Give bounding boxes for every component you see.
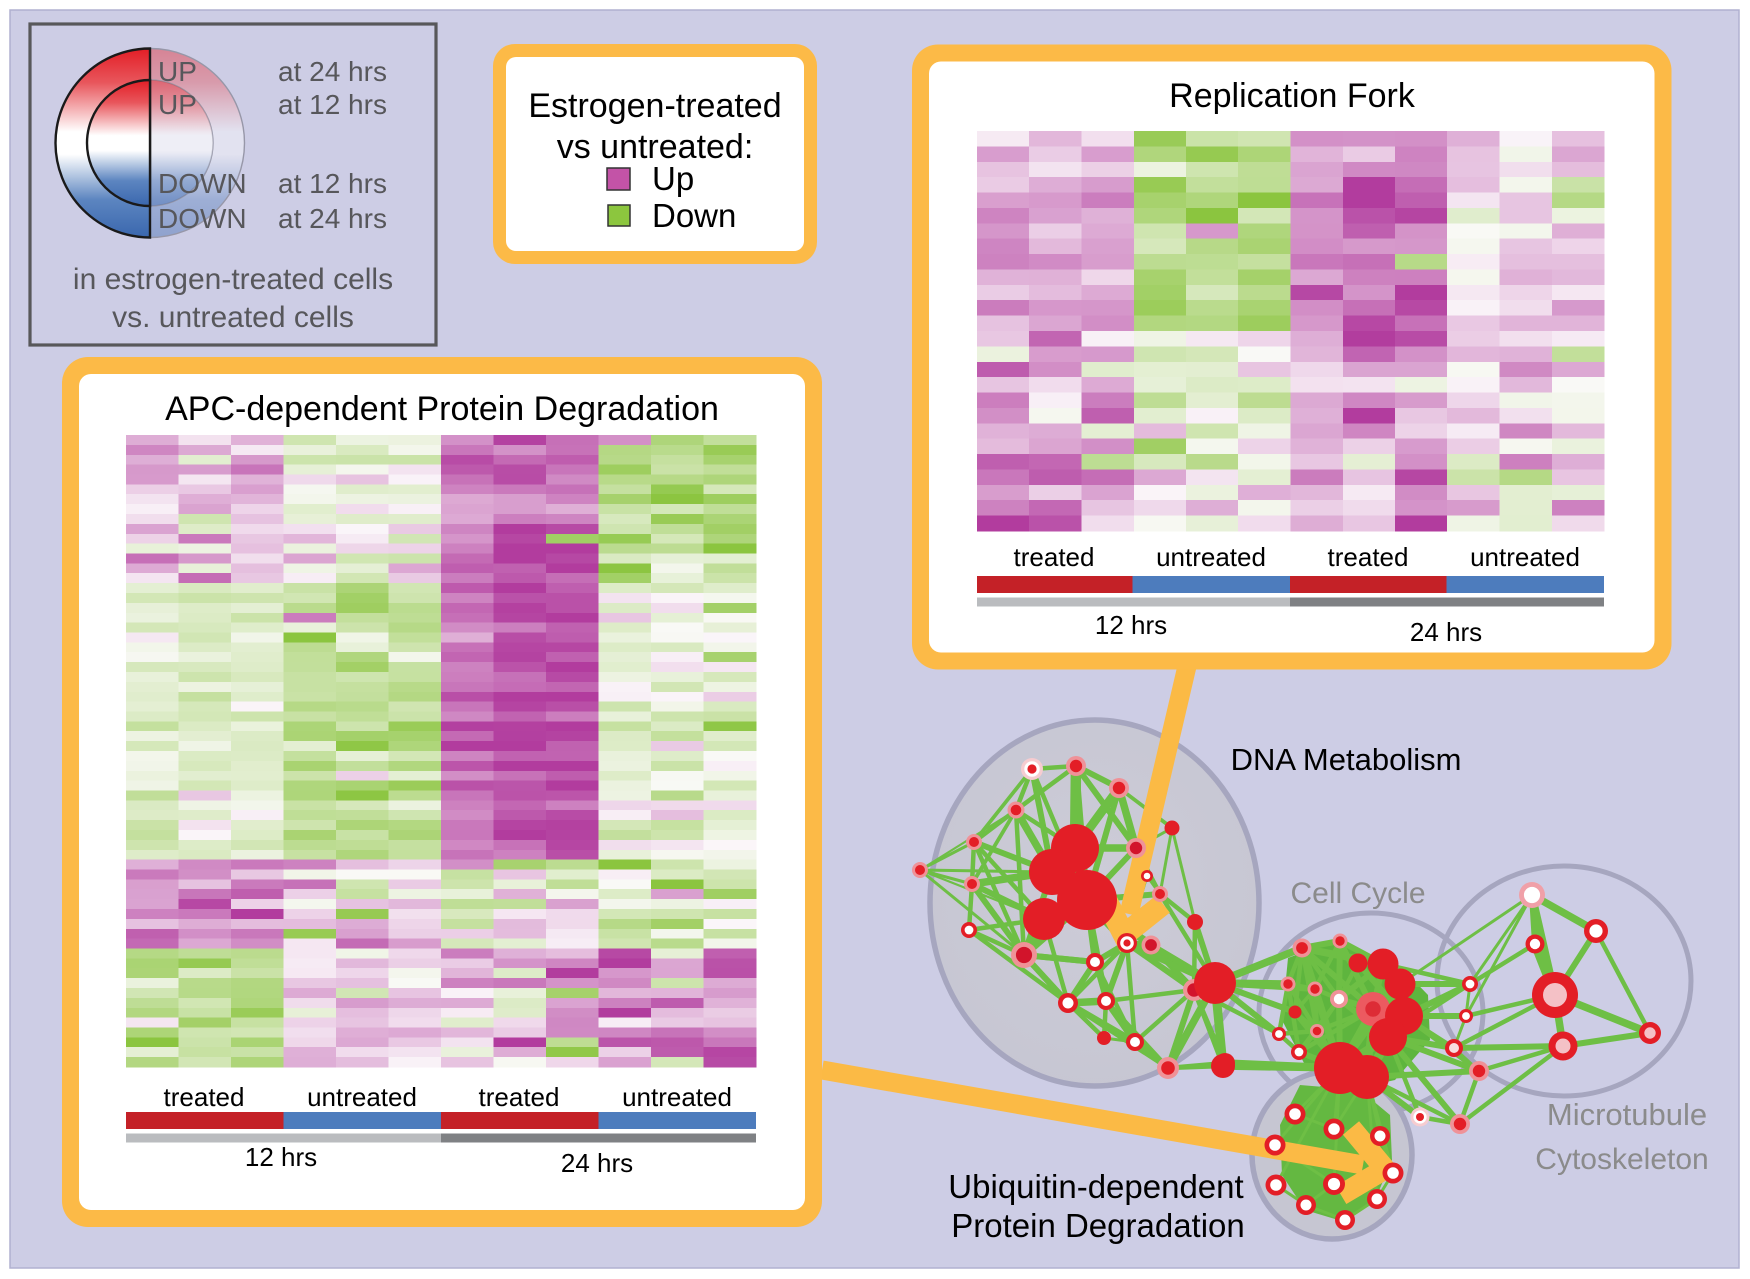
svg-text:untreated: untreated [1470,542,1580,572]
svg-text:Microtubule: Microtubule [1547,1097,1707,1132]
svg-text:Ubiquitin-dependent: Ubiquitin-dependent [948,1168,1243,1205]
svg-text:vs. untreated cells: vs. untreated cells [112,301,354,334]
svg-text:treated: treated [1328,542,1409,572]
svg-text:at 12 hrs: at 12 hrs [278,89,387,120]
svg-text:vs untreated:: vs untreated: [557,128,754,166]
svg-text:treated: treated [479,1082,560,1112]
svg-text:DOWN: DOWN [158,168,247,199]
svg-text:Down: Down [652,197,736,234]
svg-text:treated: treated [1014,542,1095,572]
svg-text:treated: treated [164,1082,245,1112]
svg-text:Replication Fork: Replication Fork [1169,77,1416,115]
svg-text:Cell Cycle: Cell Cycle [1290,877,1425,910]
svg-text:12 hrs: 12 hrs [245,1142,317,1172]
svg-text:Up: Up [652,160,694,197]
svg-text:UP: UP [158,56,197,87]
svg-text:APC-dependent Protein Degradat: APC-dependent Protein Degradation [165,390,719,428]
svg-text:Protein Degradation: Protein Degradation [951,1207,1245,1244]
svg-text:untreated: untreated [1156,542,1266,572]
svg-text:at 12 hrs: at 12 hrs [278,168,387,199]
svg-text:in estrogen-treated cells: in estrogen-treated cells [73,263,393,296]
svg-text:DNA Metabolism: DNA Metabolism [1231,742,1462,777]
svg-text:24 hrs: 24 hrs [561,1148,633,1178]
svg-text:Cytoskeleton: Cytoskeleton [1535,1143,1708,1176]
svg-text:DOWN: DOWN [158,203,247,234]
svg-text:untreated: untreated [307,1082,417,1112]
svg-text:UP: UP [158,89,197,120]
svg-text:at 24 hrs: at 24 hrs [278,203,387,234]
svg-text:untreated: untreated [622,1082,732,1112]
svg-text:24 hrs: 24 hrs [1410,617,1482,647]
svg-text:12 hrs: 12 hrs [1095,610,1167,640]
svg-text:at 24 hrs: at 24 hrs [278,56,387,87]
svg-text:Estrogen-treated: Estrogen-treated [528,87,781,125]
